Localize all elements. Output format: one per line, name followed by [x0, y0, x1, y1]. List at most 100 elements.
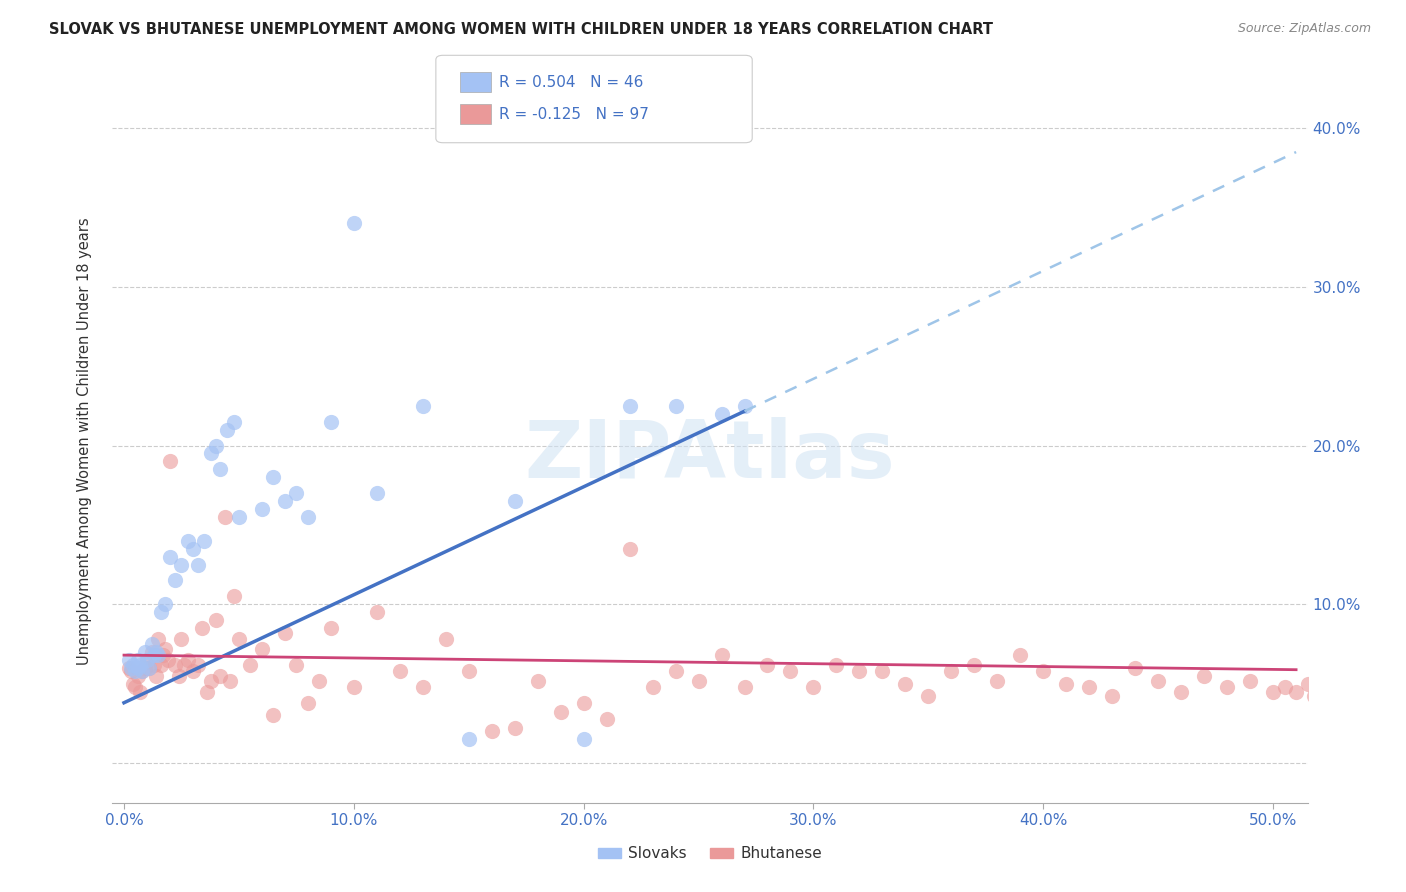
Point	[136, 653, 159, 667]
Point	[274, 626, 297, 640]
Point	[131, 664, 153, 678]
Point	[986, 673, 1008, 688]
Point	[145, 645, 167, 659]
Point	[1147, 673, 1170, 688]
Point	[127, 653, 149, 667]
Point	[200, 673, 222, 688]
Point	[205, 438, 228, 452]
Point	[412, 680, 434, 694]
Point	[1170, 684, 1192, 698]
Point	[641, 680, 664, 694]
Point	[319, 621, 342, 635]
Text: R = -0.125   N = 97: R = -0.125 N = 97	[499, 107, 650, 121]
Point	[149, 657, 172, 672]
Point	[148, 648, 170, 662]
Point	[209, 669, 232, 683]
Point	[117, 653, 139, 667]
Point	[122, 676, 145, 690]
Point	[894, 676, 917, 690]
Point	[917, 690, 939, 704]
Point	[120, 664, 142, 678]
Point	[209, 462, 232, 476]
Point	[214, 510, 236, 524]
Point	[872, 664, 894, 678]
Point	[503, 494, 526, 508]
Point	[297, 696, 319, 710]
Point	[412, 399, 434, 413]
Point	[1078, 680, 1101, 694]
Point	[710, 407, 733, 421]
Point	[149, 605, 172, 619]
Point	[156, 653, 179, 667]
Point	[163, 657, 186, 672]
Point	[127, 661, 149, 675]
Point	[134, 645, 156, 659]
Point	[1331, 696, 1354, 710]
Point	[963, 657, 986, 672]
Point	[170, 632, 193, 647]
Point	[274, 494, 297, 508]
Text: SLOVAK VS BHUTANESE UNEMPLOYMENT AMONG WOMEN WITH CHILDREN UNDER 18 YEARS CORREL: SLOVAK VS BHUTANESE UNEMPLOYMENT AMONG W…	[49, 22, 993, 37]
Point	[177, 533, 200, 548]
Point	[1054, 676, 1077, 690]
Point	[481, 724, 503, 739]
Point	[343, 216, 366, 230]
Point	[155, 641, 177, 656]
Point	[688, 673, 710, 688]
Point	[664, 664, 686, 678]
Text: ZIPAtlas: ZIPAtlas	[524, 417, 896, 495]
Point	[664, 399, 686, 413]
Text: Source: ZipAtlas.com: Source: ZipAtlas.com	[1237, 22, 1371, 36]
Point	[155, 597, 177, 611]
Point	[734, 680, 756, 694]
Point	[1216, 680, 1239, 694]
Point	[734, 399, 756, 413]
Point	[124, 680, 146, 694]
Point	[141, 645, 163, 659]
Point	[1303, 690, 1326, 704]
Point	[186, 657, 208, 672]
Point	[710, 648, 733, 662]
Point	[1312, 684, 1334, 698]
Point	[550, 706, 572, 720]
Point	[129, 657, 152, 672]
Point	[366, 486, 388, 500]
Point	[262, 470, 284, 484]
Point	[595, 712, 617, 726]
Point	[152, 648, 174, 662]
Point	[148, 632, 170, 647]
Point	[117, 661, 139, 675]
Point	[200, 446, 222, 460]
Point	[756, 657, 779, 672]
Point	[228, 632, 250, 647]
Point	[218, 673, 240, 688]
Point	[159, 549, 181, 564]
Y-axis label: Unemployment Among Women with Children Under 18 years: Unemployment Among Women with Children U…	[77, 218, 91, 665]
Point	[803, 680, 825, 694]
Point	[141, 637, 163, 651]
Point	[366, 605, 388, 619]
Point	[941, 664, 963, 678]
Point	[195, 684, 218, 698]
Point	[1308, 680, 1330, 694]
Point	[138, 661, 160, 675]
Point	[124, 664, 146, 678]
Point	[138, 661, 160, 675]
Point	[457, 732, 479, 747]
Point	[285, 486, 308, 500]
Point	[779, 664, 801, 678]
Point	[285, 657, 308, 672]
Point	[1032, 664, 1054, 678]
Point	[122, 657, 145, 672]
Point	[163, 574, 186, 588]
Point	[1354, 690, 1376, 704]
Point	[250, 641, 273, 656]
Point	[1365, 696, 1388, 710]
Point	[129, 684, 152, 698]
Point	[186, 558, 208, 572]
Point	[308, 673, 330, 688]
Point	[1192, 669, 1215, 683]
Point	[145, 669, 167, 683]
Point	[159, 454, 181, 468]
Point	[619, 541, 641, 556]
